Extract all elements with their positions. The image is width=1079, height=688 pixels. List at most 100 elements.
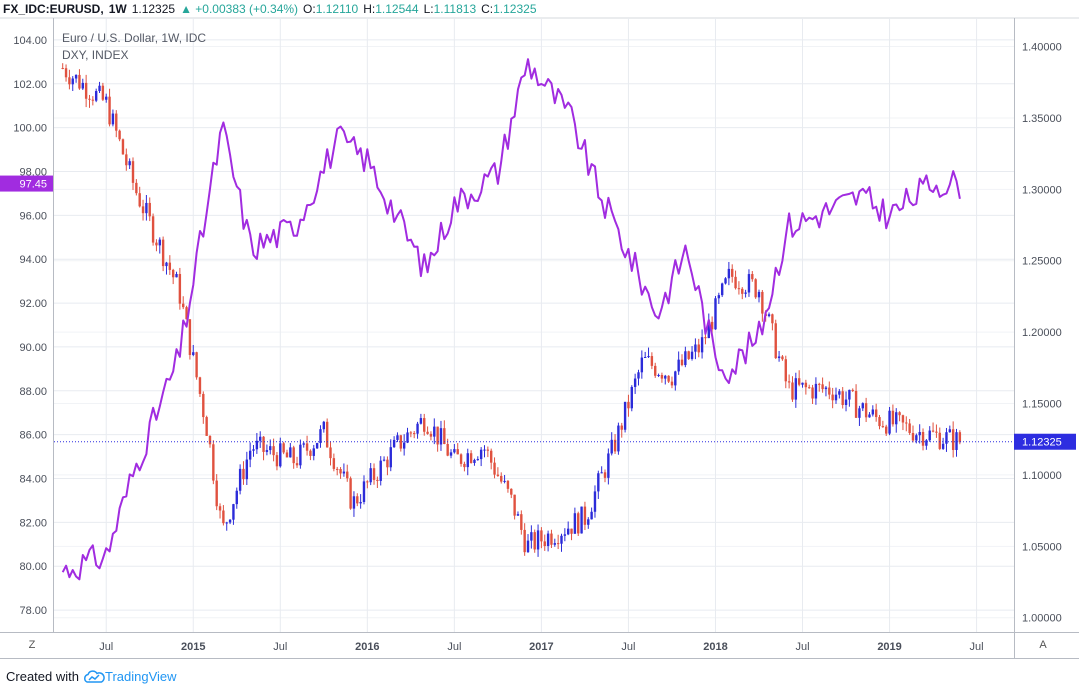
candle <box>175 271 178 278</box>
candle-body <box>861 403 864 409</box>
candle-body <box>841 391 844 406</box>
candle <box>275 451 279 471</box>
candle-body <box>687 351 690 359</box>
legend-main[interactable]: Euro / U.S. Dollar, 1W, IDC <box>62 31 207 45</box>
candle-body <box>787 381 791 383</box>
current-price-tag <box>1014 433 1076 450</box>
candle <box>165 261 168 275</box>
candle-body <box>366 481 369 483</box>
candle-body <box>248 450 252 460</box>
candle <box>761 289 764 322</box>
x-axis-tick: 2017 <box>529 641 553 653</box>
auto-scale-button[interactable]: A <box>1039 639 1047 651</box>
candle <box>520 510 523 535</box>
candle <box>908 418 911 435</box>
interval-label[interactable]: 1W <box>108 2 127 16</box>
candle <box>864 397 868 423</box>
candle-body <box>78 74 81 89</box>
candle-body <box>362 481 366 502</box>
candle-body <box>560 535 563 544</box>
candle <box>774 319 777 360</box>
candle <box>98 81 101 94</box>
left-axis-tick: 82.00 <box>19 517 47 529</box>
candle <box>473 458 476 466</box>
candle-body <box>851 389 854 391</box>
candle <box>643 351 647 358</box>
candle <box>767 312 771 318</box>
candle-body <box>580 506 583 534</box>
candle <box>215 474 218 511</box>
candle-body <box>168 262 172 270</box>
candle <box>379 456 382 486</box>
candle-body <box>178 273 182 304</box>
candle <box>804 379 808 395</box>
candle-body <box>670 381 674 386</box>
candle-body <box>674 371 677 386</box>
candle <box>697 338 700 358</box>
candle-body <box>627 401 630 409</box>
candle-body <box>885 426 888 434</box>
candle <box>489 448 493 470</box>
x-axis-tick: 2019 <box>877 641 901 653</box>
candle-body <box>533 532 536 550</box>
price-change: ▲ +0.00383 (+0.34%) <box>180 2 299 16</box>
candle <box>84 74 88 108</box>
candle <box>369 462 372 486</box>
x-axis-tick: 2018 <box>703 641 727 653</box>
candle-body <box>325 421 329 448</box>
candle <box>64 64 68 82</box>
tradingview-logo[interactable]: TradingView <box>83 669 177 684</box>
candle-body <box>814 383 818 399</box>
candle-body <box>91 99 95 101</box>
candle <box>838 389 841 399</box>
candle-body <box>935 431 938 433</box>
candle <box>617 422 620 455</box>
candle <box>105 93 108 103</box>
candle-body <box>135 182 138 194</box>
candle-body <box>453 449 456 453</box>
zoom-toggle-button[interactable]: Z <box>28 639 36 651</box>
candle-body <box>131 161 135 183</box>
candle-body <box>874 409 878 418</box>
candle <box>299 439 302 469</box>
candle <box>419 413 423 425</box>
candle <box>858 405 861 426</box>
candle-body <box>332 458 336 469</box>
candle-body <box>570 528 573 534</box>
candle-body <box>918 431 921 436</box>
candle <box>248 442 252 468</box>
symbol-label[interactable]: FX_IDC:EURUSD, <box>3 2 104 16</box>
right-axis-tick: 1.10000 <box>1022 470 1062 482</box>
x-axis-tick: Jul <box>99 641 113 653</box>
candle <box>178 267 182 310</box>
candle-body <box>359 501 362 504</box>
candle-body <box>469 453 473 463</box>
candle <box>396 432 399 443</box>
candle-body <box>238 468 242 491</box>
candle <box>573 507 577 534</box>
candle-body <box>613 439 617 452</box>
right-axis-tick: 1.20000 <box>1022 327 1062 339</box>
candle <box>78 69 81 90</box>
candle-body <box>235 490 238 505</box>
candle <box>131 157 135 191</box>
candle <box>459 453 463 467</box>
candle <box>329 441 332 466</box>
candle <box>128 158 131 169</box>
candle-body <box>697 344 700 353</box>
candle-body <box>392 439 396 448</box>
candle <box>603 469 607 483</box>
candle <box>707 313 710 339</box>
candle <box>135 179 138 196</box>
candle-body <box>336 468 339 470</box>
candle-body <box>285 452 289 458</box>
candle <box>667 375 670 384</box>
candle-body <box>242 468 245 480</box>
legend-compare[interactable]: DXY, INDEX <box>62 48 129 62</box>
candle <box>158 237 161 254</box>
candle <box>466 448 469 476</box>
candle <box>925 438 928 450</box>
candle <box>831 387 834 409</box>
candle-body <box>476 459 480 461</box>
